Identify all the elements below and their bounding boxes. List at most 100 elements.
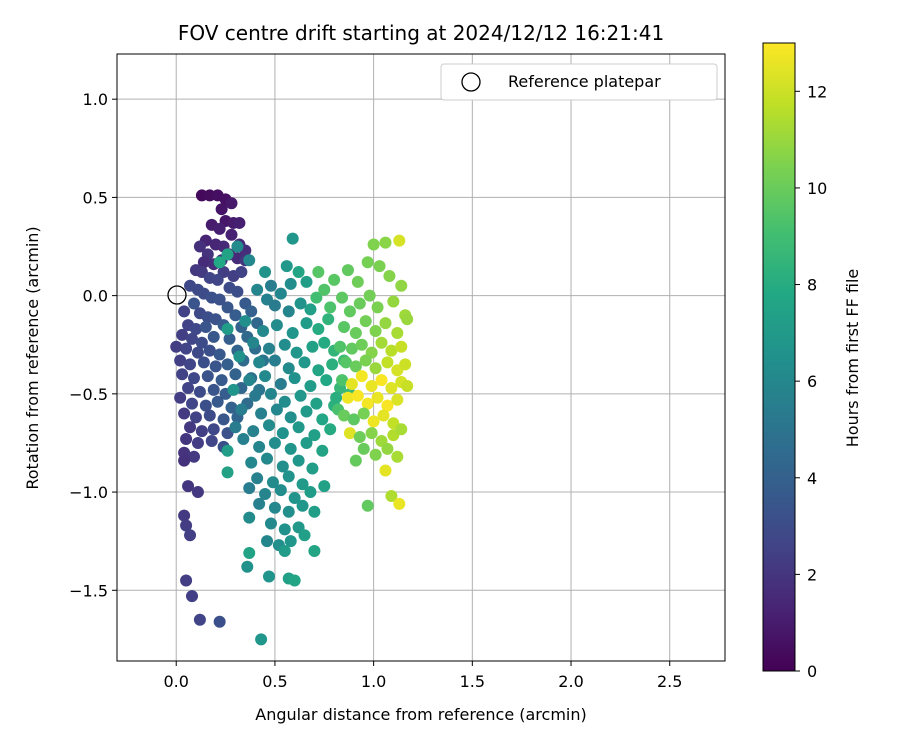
scatter-point	[180, 519, 193, 532]
scatter-point	[261, 452, 274, 465]
colorbar: 0 2 4 6 8 10 12 Hours from first FF file	[762, 42, 862, 681]
scatter-point	[365, 427, 378, 440]
scatter-point	[205, 434, 218, 447]
x-tick-label: 2.0	[558, 672, 583, 691]
scatter-point	[264, 387, 277, 400]
scatter-point	[253, 356, 266, 369]
x-tick-label: 0.0	[163, 672, 188, 691]
scatter-point	[221, 248, 234, 261]
scatter-point	[395, 423, 408, 436]
scatter-point	[341, 264, 354, 277]
legend: Reference platepar	[440, 63, 718, 101]
scatter-point	[245, 305, 258, 318]
scatter-point	[355, 338, 368, 351]
scatter-point	[349, 360, 362, 373]
scatter-point	[318, 336, 331, 349]
scatter-point	[316, 413, 329, 426]
x-tick-label: 1.5	[460, 672, 485, 691]
scatter-point	[203, 409, 216, 422]
scatter-point	[300, 405, 313, 418]
legend-box	[440, 63, 718, 101]
scatter-point	[170, 340, 183, 353]
colorbar-tick-label: 6	[807, 372, 817, 391]
scatter-point	[310, 397, 323, 410]
scatter-point	[385, 344, 398, 357]
scatter-point	[359, 315, 372, 328]
scatter-point	[393, 497, 406, 510]
scatter-point	[193, 385, 206, 398]
scatter-point	[355, 370, 368, 383]
scatter-point	[379, 464, 392, 477]
scatter-point	[371, 301, 384, 314]
scatter-point	[278, 523, 291, 536]
scatter-point	[339, 356, 352, 369]
scatter-point	[213, 222, 226, 235]
scatter-point	[308, 505, 321, 518]
scatter-point	[253, 497, 266, 510]
scatter-point	[233, 350, 246, 363]
x-tick-label: 0.5	[262, 672, 287, 691]
scatter-point	[174, 354, 187, 367]
scatter-point	[349, 454, 362, 467]
scatter-point	[312, 266, 325, 279]
scatter-point	[284, 535, 297, 548]
scatter-point	[263, 570, 275, 583]
scatter-point	[353, 297, 366, 310]
y-tick-label: −0.5	[69, 385, 108, 404]
x-tick-label: 2.5	[657, 672, 682, 691]
scatter-point	[227, 383, 240, 396]
scatter-point	[308, 544, 321, 557]
grid	[117, 54, 725, 661]
scatter-point	[343, 427, 356, 440]
scatter-point	[176, 368, 189, 381]
scatter-point	[251, 472, 264, 485]
y-axis-ticks: 1.0 0.5 0.0 −0.5 −1.0 −1.5	[69, 90, 117, 600]
scatter-point	[371, 391, 384, 404]
scatter-point	[375, 336, 388, 349]
scatter-point	[189, 323, 202, 336]
scatter-point	[300, 317, 313, 330]
scatter-point	[351, 275, 364, 288]
scatter-point	[391, 393, 404, 406]
scatter-point	[306, 340, 319, 353]
scatter-point	[312, 323, 325, 336]
scatter-point	[187, 372, 200, 385]
scatter-point	[343, 305, 356, 318]
scatter-point	[191, 486, 204, 499]
scatter-point	[345, 378, 358, 391]
scatter-point	[207, 330, 220, 343]
scatter-point	[184, 529, 197, 542]
scatter-point	[213, 348, 226, 361]
scatter-point	[361, 499, 374, 512]
scatter-point	[189, 411, 202, 424]
chart-title: FOV centre drift starting at 2024/12/12 …	[178, 21, 664, 45]
scatter-point	[178, 509, 191, 522]
reference-platepar-marker	[167, 285, 187, 305]
scatter-point	[288, 372, 301, 385]
scatter-point	[201, 370, 214, 383]
scatter-point	[318, 480, 331, 493]
scatter-point	[324, 301, 337, 314]
scatter-point	[357, 407, 370, 420]
scatter-point	[243, 482, 256, 495]
scatter-point	[193, 613, 206, 626]
scatter-point	[251, 283, 264, 296]
scatter-point	[195, 425, 208, 438]
scatter-point	[270, 403, 283, 416]
y-tick-label: 0.0	[83, 287, 108, 306]
scatter-point	[284, 277, 297, 290]
scatter-point	[221, 466, 234, 479]
y-tick-label: 0.5	[83, 188, 108, 207]
scatter-point	[191, 436, 204, 449]
scatter-point	[351, 389, 364, 402]
scatter-point	[312, 364, 325, 377]
scatter-point	[231, 285, 244, 298]
y-tick-label: 1.0	[83, 90, 108, 109]
scatter-point	[308, 429, 321, 442]
scatter-point	[274, 484, 287, 497]
scatter-point	[282, 305, 295, 318]
scatter-point	[286, 232, 299, 245]
scatter-point	[266, 476, 279, 489]
scatter-point	[223, 332, 236, 345]
scatter-point	[320, 374, 333, 387]
